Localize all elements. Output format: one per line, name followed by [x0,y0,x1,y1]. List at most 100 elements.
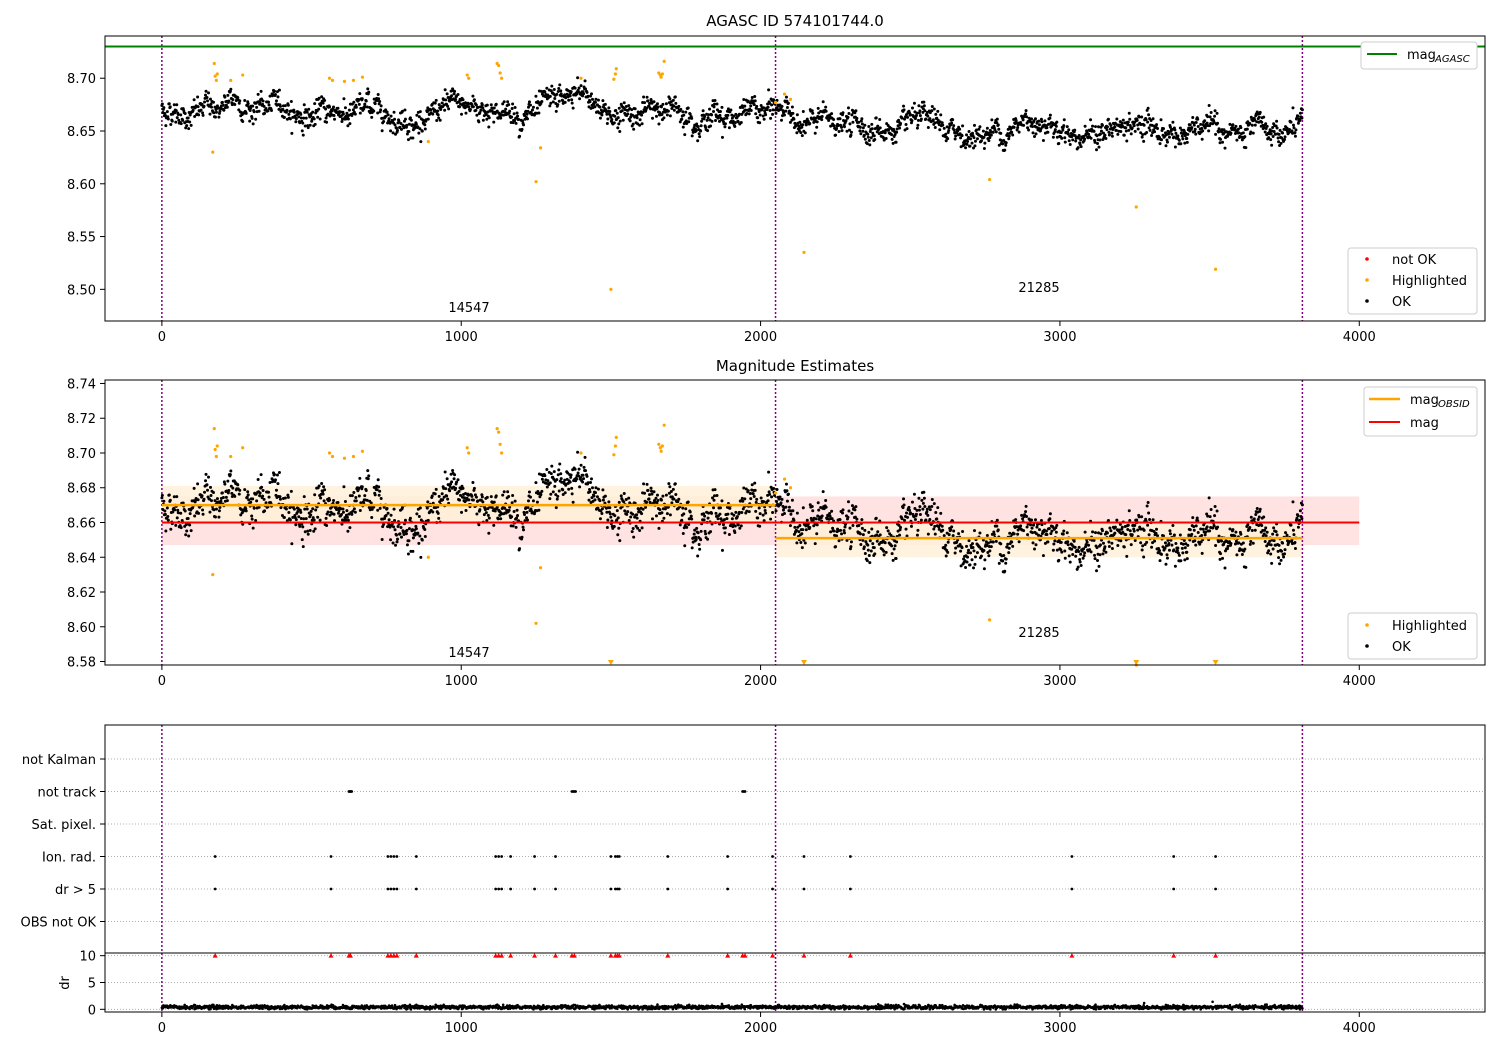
ok-point [784,109,788,113]
ok-point [164,124,168,128]
ok-point [193,114,197,118]
ok-point [501,102,505,106]
ok-point [321,492,325,496]
highlighted-point [662,423,666,427]
ok-point [761,513,765,517]
ok-point [448,489,452,493]
ok-point [946,550,950,554]
ok-point [1285,126,1289,130]
ok-point [446,483,450,487]
ok-point [1105,128,1109,132]
ok-point [932,502,936,506]
ok-point [1220,539,1224,543]
ok-point [343,106,347,110]
ok-point [598,499,602,503]
ok-point [176,508,180,512]
ok-point [790,498,794,502]
ok-point [1031,125,1035,129]
ok-point [1120,525,1124,529]
ok-point [403,108,407,112]
ok-point [496,517,500,521]
y-tick-label: 8.62 [67,586,96,601]
ok-point [918,512,922,516]
ok-point [795,511,799,515]
ok-point [1243,135,1247,139]
ok-point [913,518,917,522]
ok-point [1167,542,1171,546]
ok-point [1030,526,1034,530]
ok-point [1007,134,1011,138]
ok-point [918,505,922,509]
ok-point [916,118,920,122]
ok-point [568,94,572,98]
ok-point [707,113,711,117]
ok-point [665,113,669,117]
ok-point [557,86,561,90]
ok-point [318,518,322,522]
flag-point [574,790,577,793]
ok-point [391,541,395,545]
ok-point [902,108,906,112]
ok-point [1144,118,1148,122]
ok-point [992,530,996,534]
ok-point [237,101,241,105]
ok-point [379,104,383,108]
flag-point [392,855,396,858]
ok-point [1151,117,1155,121]
ok-point [1074,139,1078,143]
ok-point [652,100,656,104]
ok-point [1296,525,1300,529]
highlighted-point [773,491,778,495]
ok-point [272,472,276,476]
ok-point [922,104,926,108]
highlighted-point [360,449,365,453]
ok-point [928,508,932,512]
ok-point [367,474,371,478]
ok-point [492,120,496,124]
ok-point [603,494,607,498]
ok-point [1183,134,1187,138]
ok-point [1285,533,1289,537]
ok-point [1091,530,1095,534]
ok-point [1181,551,1185,555]
ok-point [1298,111,1302,115]
ok-point [303,530,307,534]
ok-point [273,93,277,97]
ok-point [811,509,815,513]
ok-point [771,510,775,514]
ok-point [673,95,677,99]
highlighted-point [534,621,538,625]
ok-point [559,477,563,481]
ok-point [431,112,435,116]
ok-point [608,506,612,510]
ok-point [384,108,388,112]
ok-point [1082,554,1086,558]
ok-point [786,492,790,496]
ok-point [416,531,420,535]
ok-point [1063,556,1067,560]
ok-point [792,518,796,522]
ok-point [1027,128,1031,132]
ok-point [1272,526,1276,530]
ok-point [512,112,516,116]
ok-point [680,518,684,522]
ok-point [872,546,876,550]
ok-point [902,497,906,501]
ok-point [635,516,639,520]
ok-point [385,507,389,511]
ok-point [1176,546,1180,550]
ok-point [277,471,281,475]
ok-point [557,99,561,103]
ok-point [426,106,430,110]
ok-point [1221,140,1225,144]
ok-point [651,116,655,120]
ok-point [960,134,964,138]
ok-point [1048,113,1052,117]
ok-point [312,117,316,121]
ok-point [846,500,850,504]
ok-point [467,498,471,502]
ok-point [1161,127,1165,131]
ok-point [811,111,815,115]
ok-point [1066,132,1070,136]
ok-point [1272,129,1276,133]
